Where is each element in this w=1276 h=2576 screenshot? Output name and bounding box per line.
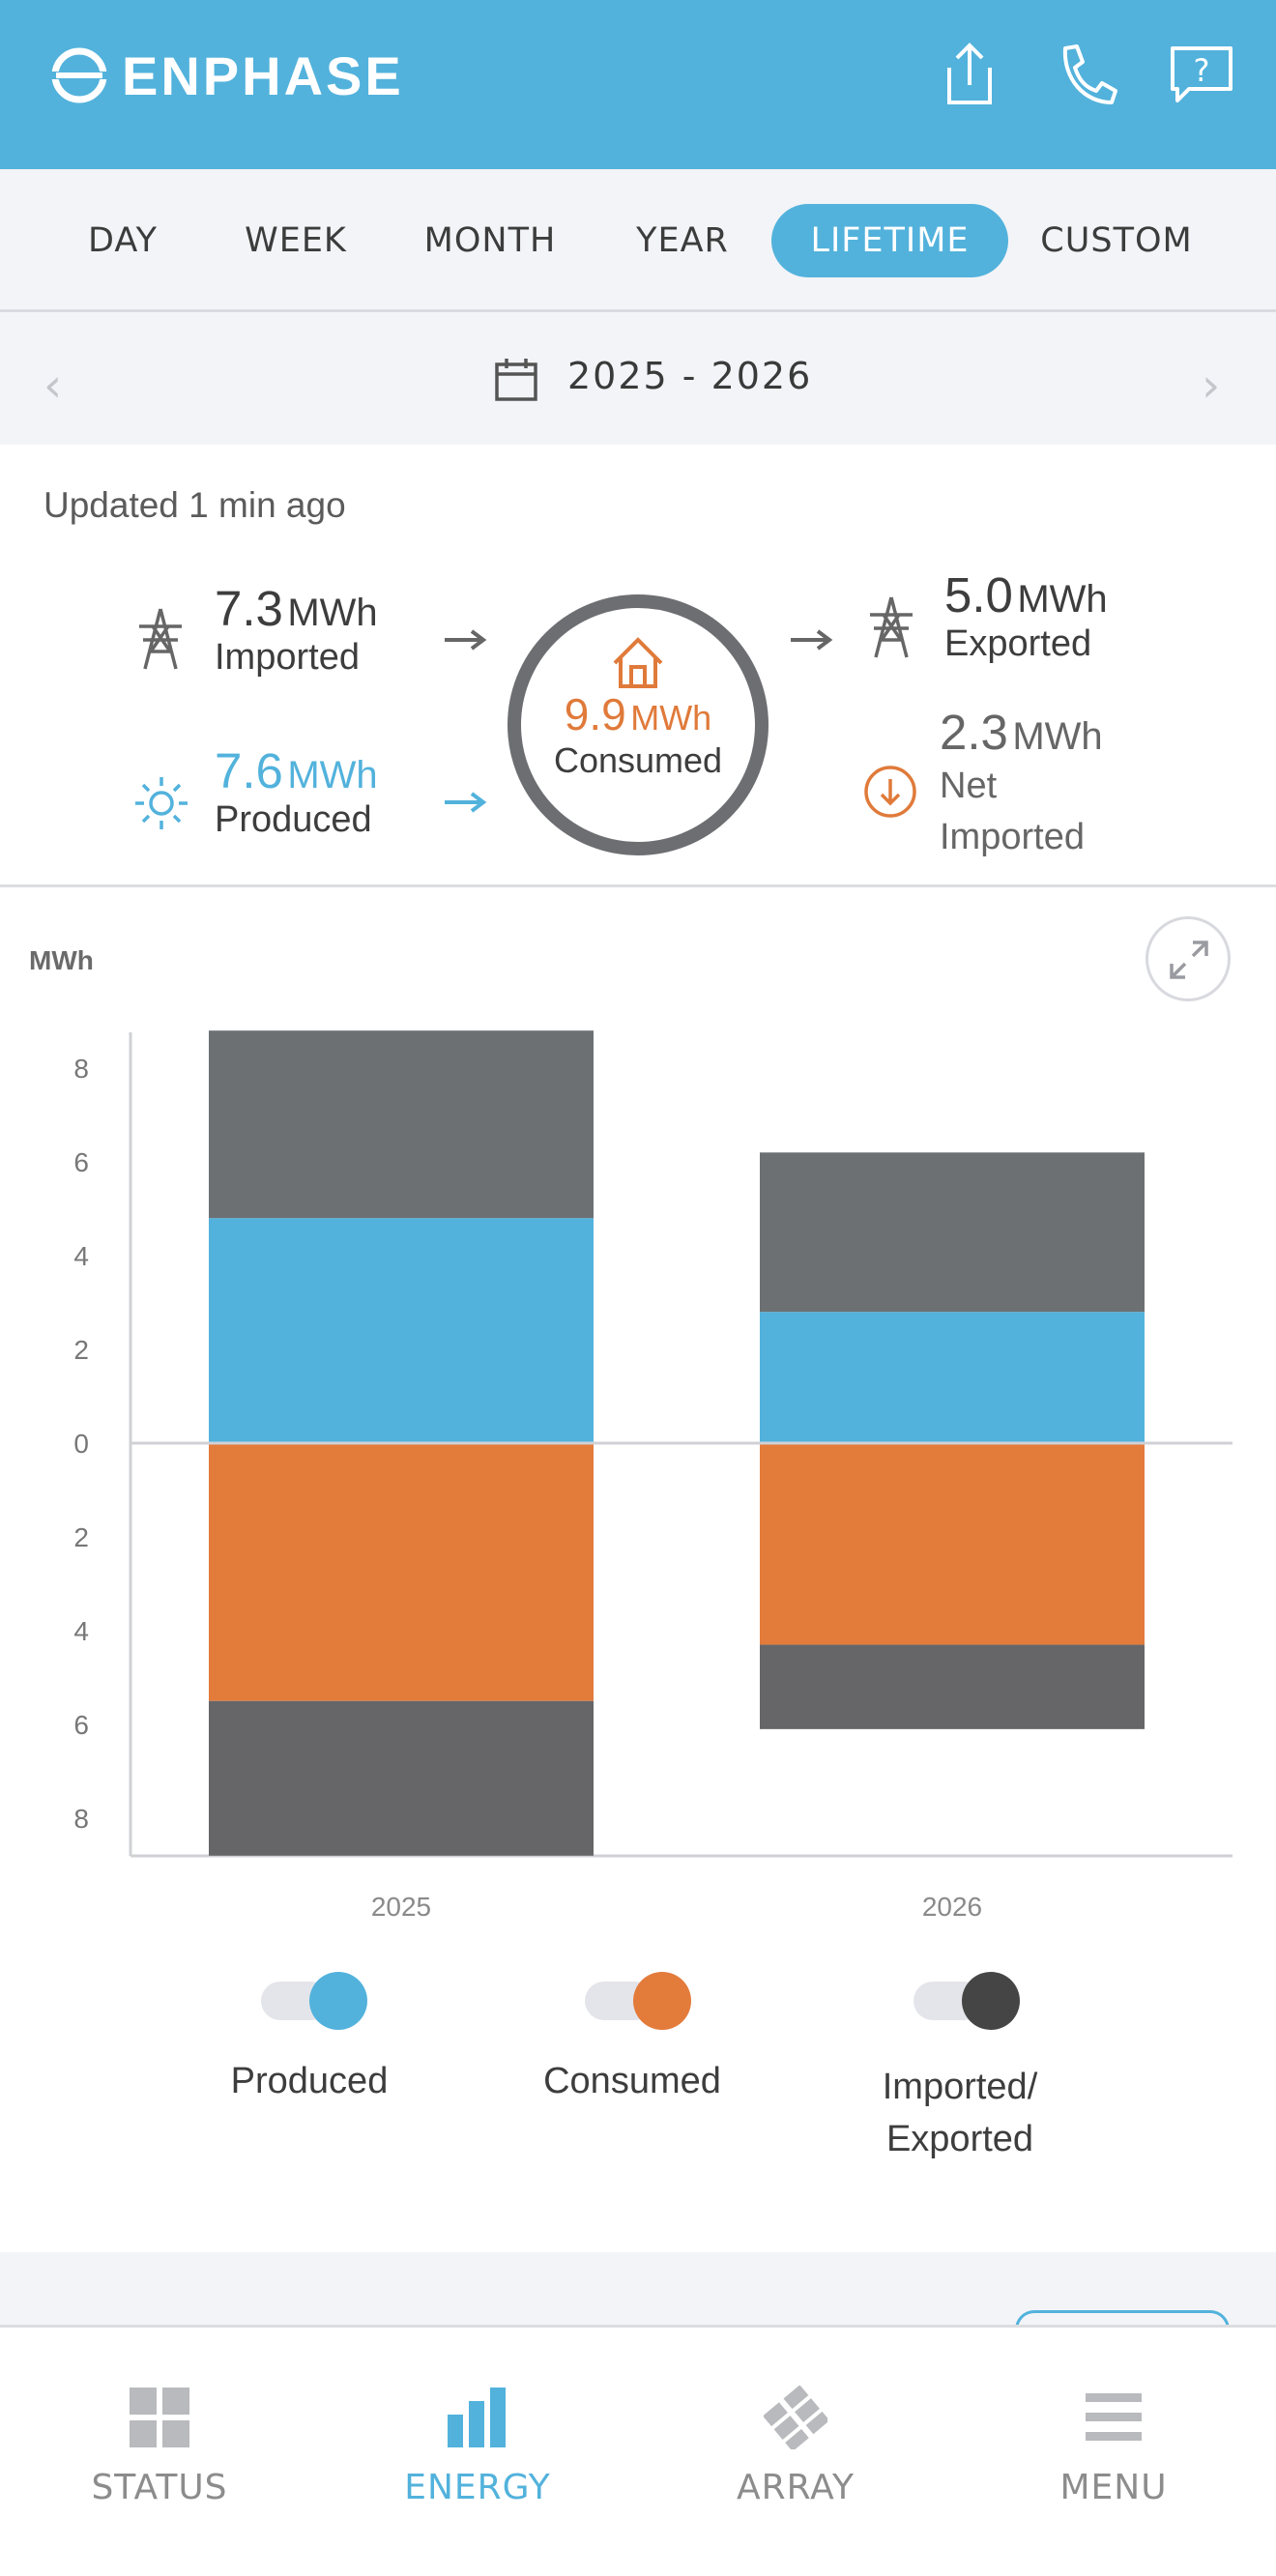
consumed-label: Consumed [553,740,723,780]
produced-toggle-knob[interactable] [309,1972,367,2030]
tab-day[interactable]: DAY [88,221,158,260]
imported-exported-toggle-knob[interactable] [962,1972,1020,2030]
brand-name: ENPHASE [122,44,404,106]
y-tick-label: 4 [73,1616,89,1646]
consumed-stat: 9.9 MWh Consumed [505,688,771,781]
tab-month[interactable]: MONTH [423,221,557,260]
bar-chart-icon [448,2388,506,2447]
date-range-bar: ‹ 2025 - 2026 › [0,312,1276,445]
hamburger-icon [1086,2393,1142,2441]
produced-label: Produced [215,799,372,840]
y-axis-unit-label: MWh [29,945,94,975]
nav-status-label: STATUS [91,2468,228,2507]
nav-energy[interactable]: ENERGY [371,2386,584,2507]
phone-icon[interactable] [1052,39,1119,110]
next-period-button[interactable]: › [1202,359,1221,413]
tab-custom[interactable]: CUSTOM [1040,221,1193,260]
legend-imported-label: Imported/ [882,2067,1038,2107]
bottom-navigation: STATUS ENERGY ARRAY MENU [0,2325,1276,2576]
legend-produced-label: Produced [230,2061,389,2101]
tab-week[interactable]: WEEK [245,221,347,260]
produced-value: 7.6 [215,743,283,798]
share-icon[interactable] [936,39,1003,110]
imported-unit: MWh [287,592,378,634]
net-stat: 2.3 MWh Net Imported [940,704,1103,863]
net-label-line2: Imported [940,817,1085,857]
ring-consumed-track [508,594,768,855]
imported-value: 7.3 [215,581,283,636]
exported-stat: 5.0 MWh Exported [944,566,1108,665]
net-label-line1: Net [940,766,998,806]
bar-produced-2026 [760,1312,1145,1443]
y-tick-label: 8 [73,1054,89,1084]
help-icon[interactable]: ? [1168,39,1235,110]
sun-icon [135,777,188,829]
nav-array-label: ARRAY [736,2468,856,2507]
section-divider [0,884,1276,887]
bar-consumed-2026 [760,1443,1145,1645]
arrow-right-icon [445,629,487,651]
y-tick-label: 2 [73,1522,89,1552]
y-tick-label: 2 [73,1335,89,1365]
arrow-right-icon [445,792,487,813]
bar-imported-2025 [209,1700,594,1856]
expand-chart-button[interactable] [1146,916,1231,1001]
svg-text:?: ? [1194,52,1210,89]
updated-timestamp: Updated 1 min ago [44,485,346,525]
net-value: 2.3 [940,705,1008,760]
produced-stat: 7.6 MWh Produced [215,742,378,841]
nav-energy-label: ENERGY [404,2468,551,2507]
y-tick-label: 4 [73,1241,89,1271]
enphase-logo-icon [50,47,108,103]
nav-array[interactable]: ARRAY [689,2385,902,2507]
house-icon [613,637,663,688]
energy-bar-chart: 8 6 4 2 0 2 4 6 8 2025 2026 [73,1030,1232,1922]
date-range-label[interactable]: 2025 - 2026 [567,355,813,397]
consumed-unit: MWh [630,698,712,738]
grid-tower-icon [870,596,913,658]
imported-label: Imported [215,637,360,678]
calendar-icon[interactable] [493,357,539,403]
nav-status[interactable]: STATUS [53,2386,266,2507]
exported-value: 5.0 [944,567,1013,622]
bar-produced-2025 [209,1218,594,1443]
net-unit: MWh [1012,715,1103,758]
imported-stat: 7.3 MWh Imported [215,580,378,679]
y-tick-label: 8 [73,1804,89,1834]
consumed-ring [508,594,768,855]
y-tick-label: 6 [73,1147,89,1177]
consumed-toggle-knob[interactable] [633,1972,691,2030]
exported-unit: MWh [1017,578,1108,621]
bar-exported-2025 [209,1030,594,1219]
arrow-right-icon [791,629,833,651]
panels-icon [763,2385,830,2452]
x-tick-label: 2026 [922,1892,982,1922]
tab-year[interactable]: YEAR [636,221,729,260]
nav-menu[interactable]: MENU [1007,2386,1220,2507]
nav-menu-label: MENU [1059,2468,1168,2507]
x-tick-label: 2025 [371,1892,431,1922]
next-section-band [0,2252,1276,2349]
app-header: ENPHASE ? [0,0,1276,169]
grid-icon [130,2388,189,2447]
legend-consumed-label: Consumed [543,2061,721,2101]
enphase-logo: ENPHASE [50,44,404,106]
exported-label: Exported [944,623,1092,664]
period-tabs: DAY WEEK MONTH YEAR LIFETIME CUSTOM [0,169,1276,312]
bar-imported-2026 [760,1644,1145,1729]
tab-lifetime[interactable]: LIFETIME [771,204,1008,277]
net-import-icon [864,766,916,818]
legend-exported-label: Exported [885,2119,1034,2159]
legend-imported-exported-label: Imported/ Exported [844,2061,1076,2165]
expand-icon [1170,941,1208,979]
grid-tower-icon [139,608,182,670]
consumed-value: 9.9 [564,689,626,739]
y-tick-label: 0 [73,1429,89,1459]
bar-consumed-2025 [209,1443,594,1701]
prev-period-button[interactable]: ‹ [44,359,63,413]
bar-exported-2026 [760,1152,1145,1313]
produced-unit: MWh [287,754,378,796]
y-tick-label: 6 [73,1710,89,1740]
